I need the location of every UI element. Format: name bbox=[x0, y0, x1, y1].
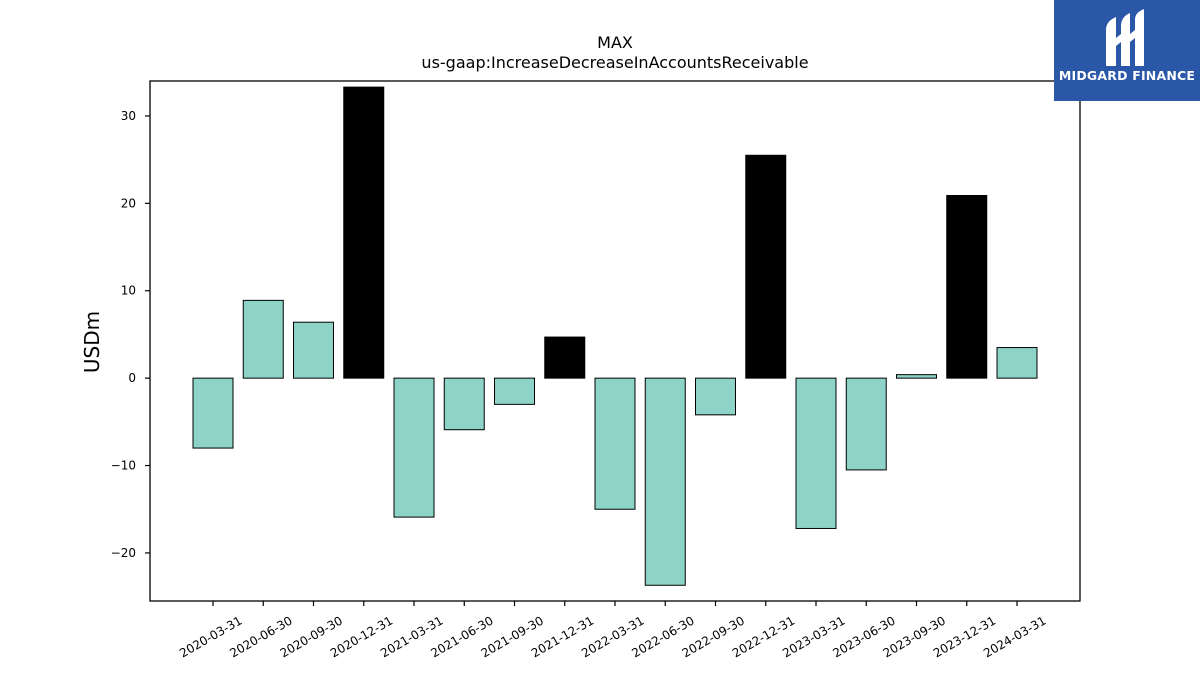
bar-2021-03-31 bbox=[393, 377, 435, 518]
bar-2022-12-31 bbox=[745, 154, 787, 379]
chart-subtitle: us-gaap:IncreaseDecreaseInAccountsReceiv… bbox=[421, 53, 808, 72]
bar-2022-09-30 bbox=[695, 377, 736, 416]
bars-group bbox=[192, 86, 1038, 586]
bar-2021-12-31 bbox=[544, 336, 586, 379]
bar-2023-09-30 bbox=[896, 374, 937, 379]
bar-2020-03-31 bbox=[192, 377, 234, 449]
y-tick-label: 30 bbox=[121, 109, 136, 123]
bar-2023-12-31 bbox=[946, 194, 988, 379]
y-ticks-group: −20 −10 0 10 20 30 bbox=[111, 109, 150, 560]
x-ticks-group: 2020-03-312020-06-302020-09-302020-12-31… bbox=[177, 601, 1049, 660]
plot-frame bbox=[149, 80, 1081, 602]
midgard-finance-logo: MIDGARD FINANCE bbox=[1054, 0, 1200, 101]
bar-2020-12-31 bbox=[343, 86, 385, 379]
y-axis-label: USDm bbox=[80, 311, 104, 373]
bar-2024-03-31 bbox=[996, 347, 1038, 379]
y-tick-label: 10 bbox=[121, 284, 136, 298]
bar-2022-06-30 bbox=[644, 377, 686, 586]
bar-2022-03-31 bbox=[594, 377, 636, 510]
bar-2020-09-30 bbox=[293, 321, 334, 379]
y-tick-label: 0 bbox=[128, 371, 136, 385]
bar-2021-09-30 bbox=[494, 377, 535, 405]
bar-2020-06-30 bbox=[242, 299, 284, 379]
bar-2023-06-30 bbox=[845, 377, 887, 471]
y-tick-label: −10 bbox=[111, 459, 136, 473]
logo-text: MIDGARD FINANCE bbox=[1058, 68, 1196, 83]
y-tick-label: 20 bbox=[121, 196, 136, 210]
bar-2023-03-31 bbox=[795, 377, 837, 529]
bar-2021-06-30 bbox=[443, 377, 485, 431]
chart-title: MAX bbox=[597, 33, 633, 52]
y-tick-label: −20 bbox=[111, 546, 136, 560]
midgard-m-icon bbox=[1106, 9, 1144, 66]
